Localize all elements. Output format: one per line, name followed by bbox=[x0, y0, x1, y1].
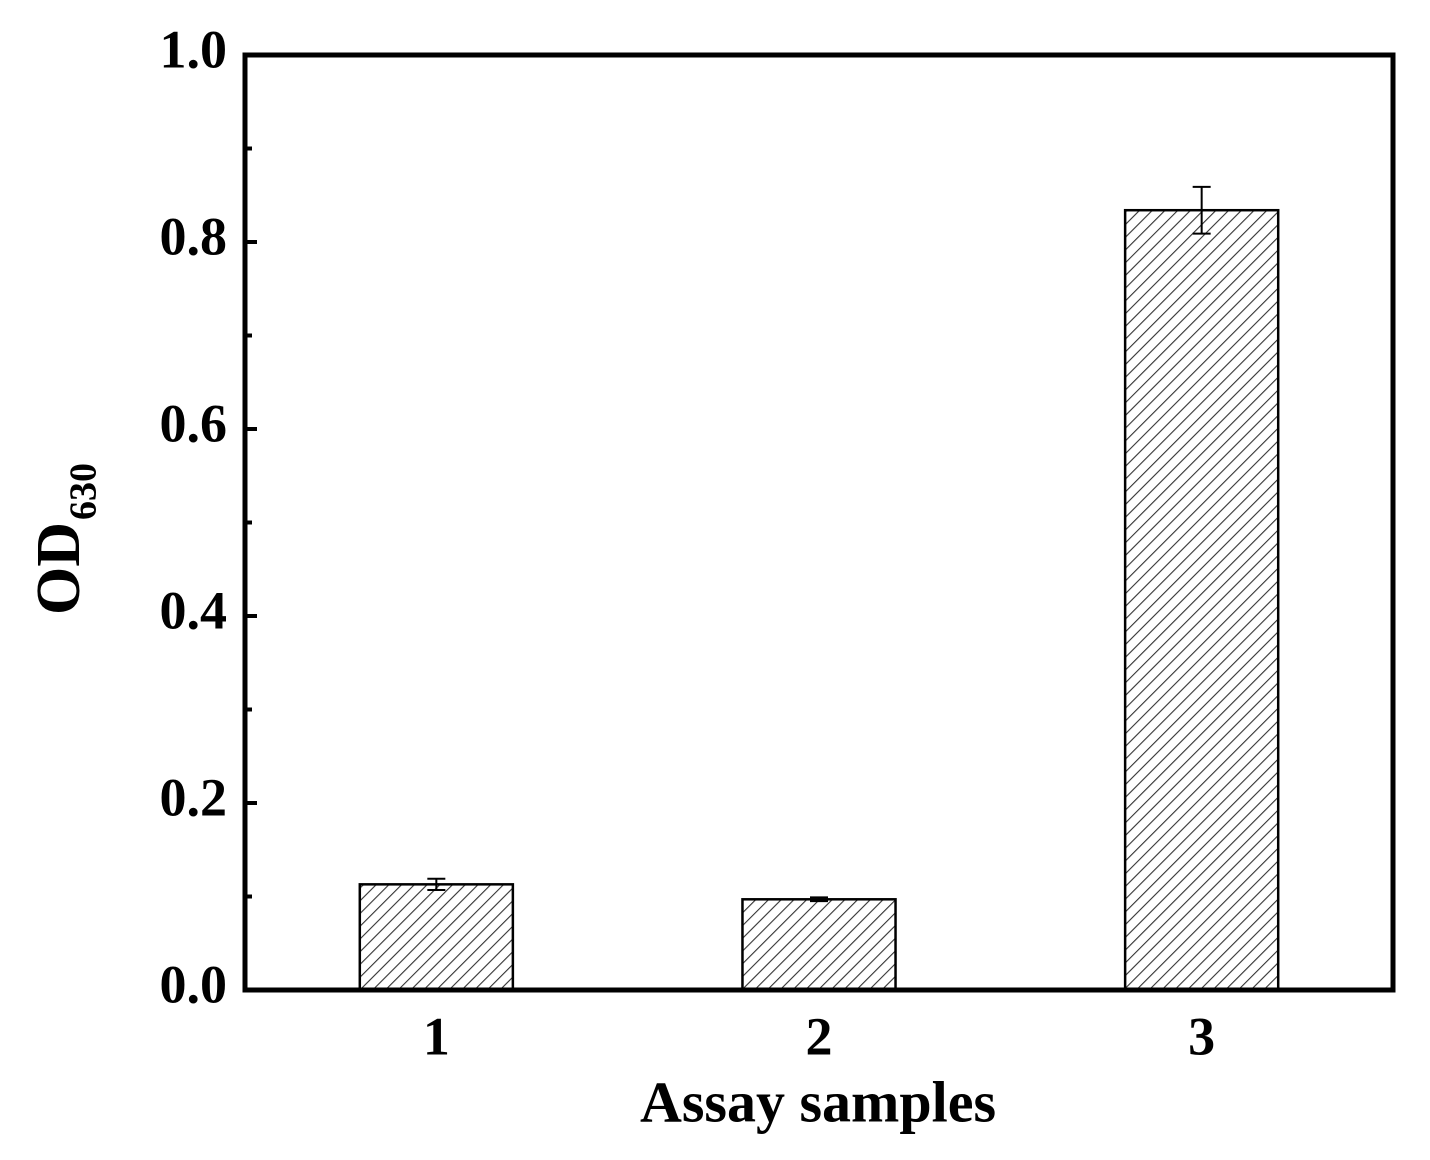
y-tick-label: 0.8 bbox=[160, 206, 228, 266]
y-axis-title: OD 630 bbox=[25, 463, 104, 615]
y-tick-label: 0.4 bbox=[160, 580, 228, 640]
bar bbox=[358, 883, 515, 992]
y-tick-label: 0.2 bbox=[160, 767, 228, 827]
x-axis-label: Assay samples bbox=[640, 1069, 996, 1134]
y-tick-label: 0.6 bbox=[160, 393, 228, 453]
y-axis-label-subscript: 630 bbox=[63, 463, 105, 520]
bar bbox=[741, 898, 897, 992]
error-bar bbox=[427, 877, 446, 891]
error-bar bbox=[1192, 185, 1211, 235]
x-tick-label: 2 bbox=[806, 1006, 833, 1066]
y-axis-label: OD bbox=[25, 522, 93, 615]
y-tick-label: 0.0 bbox=[160, 954, 228, 1014]
error-bar bbox=[810, 896, 828, 903]
x-tick-label: 1 bbox=[423, 1006, 450, 1066]
y-tick-label: 1.0 bbox=[160, 19, 228, 79]
plot-frame bbox=[242, 52, 1396, 993]
x-tick-label: 3 bbox=[1188, 1006, 1215, 1066]
bar bbox=[1123, 208, 1280, 992]
